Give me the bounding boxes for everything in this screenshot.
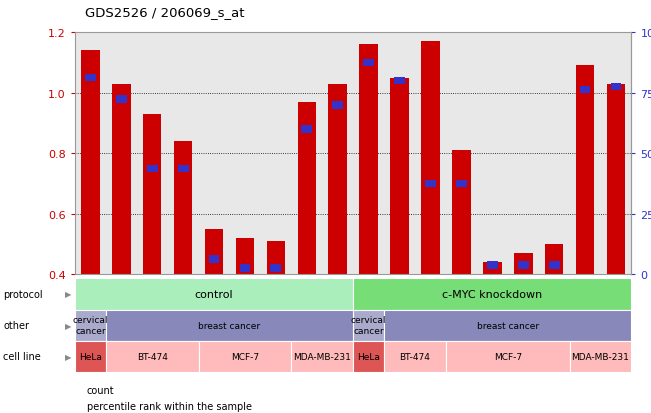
- Bar: [329, 84, 347, 275]
- Bar: [607, 84, 625, 275]
- Text: ▶: ▶: [65, 290, 72, 299]
- Text: cell line: cell line: [3, 351, 41, 361]
- Bar: [575, 66, 594, 275]
- Bar: [611, 83, 622, 91]
- Bar: [292, 341, 353, 372]
- Bar: [205, 229, 223, 275]
- Bar: [425, 180, 436, 188]
- Text: c-MYC knockdown: c-MYC knockdown: [442, 289, 542, 299]
- Bar: [143, 114, 161, 275]
- Text: protocol: protocol: [3, 289, 43, 299]
- Text: GDS2526 / 206069_s_at: GDS2526 / 206069_s_at: [85, 6, 244, 19]
- Bar: [353, 310, 384, 341]
- Bar: [301, 126, 312, 133]
- Bar: [452, 151, 471, 275]
- Text: ▶: ▶: [65, 352, 72, 361]
- Text: other: other: [3, 320, 29, 330]
- Text: HeLa: HeLa: [79, 352, 102, 361]
- Bar: [391, 78, 409, 275]
- Bar: [483, 263, 501, 275]
- Text: count: count: [87, 385, 115, 395]
- Bar: [81, 51, 100, 275]
- Bar: [199, 341, 292, 372]
- Text: ▶: ▶: [65, 321, 72, 330]
- Bar: [146, 165, 158, 173]
- Bar: [85, 75, 96, 82]
- Bar: [75, 279, 353, 310]
- Bar: [116, 96, 127, 103]
- Text: BT-474: BT-474: [137, 352, 167, 361]
- Bar: [421, 42, 440, 275]
- Bar: [208, 256, 219, 263]
- Bar: [384, 341, 446, 372]
- Text: breast cancer: breast cancer: [199, 321, 260, 330]
- Bar: [267, 242, 285, 275]
- Bar: [359, 45, 378, 275]
- Bar: [270, 265, 281, 273]
- Bar: [75, 341, 105, 372]
- Bar: [240, 265, 251, 273]
- Bar: [112, 84, 131, 275]
- Text: MCF-7: MCF-7: [493, 352, 522, 361]
- Text: breast cancer: breast cancer: [477, 321, 539, 330]
- Text: MDA-MB-231: MDA-MB-231: [572, 352, 630, 361]
- Bar: [236, 238, 254, 275]
- Bar: [549, 262, 560, 269]
- Bar: [353, 341, 384, 372]
- Bar: [394, 78, 405, 85]
- Bar: [446, 341, 570, 372]
- Bar: [384, 310, 631, 341]
- Bar: [570, 341, 631, 372]
- Bar: [518, 262, 529, 269]
- Text: cervical
cancer: cervical cancer: [351, 316, 387, 335]
- Bar: [105, 310, 353, 341]
- Text: control: control: [195, 289, 233, 299]
- Bar: [174, 142, 193, 275]
- Bar: [105, 341, 199, 372]
- Bar: [75, 310, 105, 341]
- Text: cervical
cancer: cervical cancer: [72, 316, 108, 335]
- Bar: [545, 244, 563, 275]
- Bar: [363, 59, 374, 67]
- Text: percentile rank within the sample: percentile rank within the sample: [87, 401, 252, 411]
- Text: MDA-MB-231: MDA-MB-231: [294, 352, 351, 361]
- Bar: [332, 102, 343, 109]
- Text: BT-474: BT-474: [400, 352, 430, 361]
- Bar: [579, 87, 590, 94]
- Bar: [178, 165, 189, 173]
- Bar: [514, 254, 533, 275]
- Bar: [487, 262, 498, 269]
- Text: HeLa: HeLa: [357, 352, 380, 361]
- Bar: [456, 180, 467, 188]
- Bar: [353, 279, 631, 310]
- Bar: [298, 102, 316, 275]
- Text: MCF-7: MCF-7: [231, 352, 259, 361]
